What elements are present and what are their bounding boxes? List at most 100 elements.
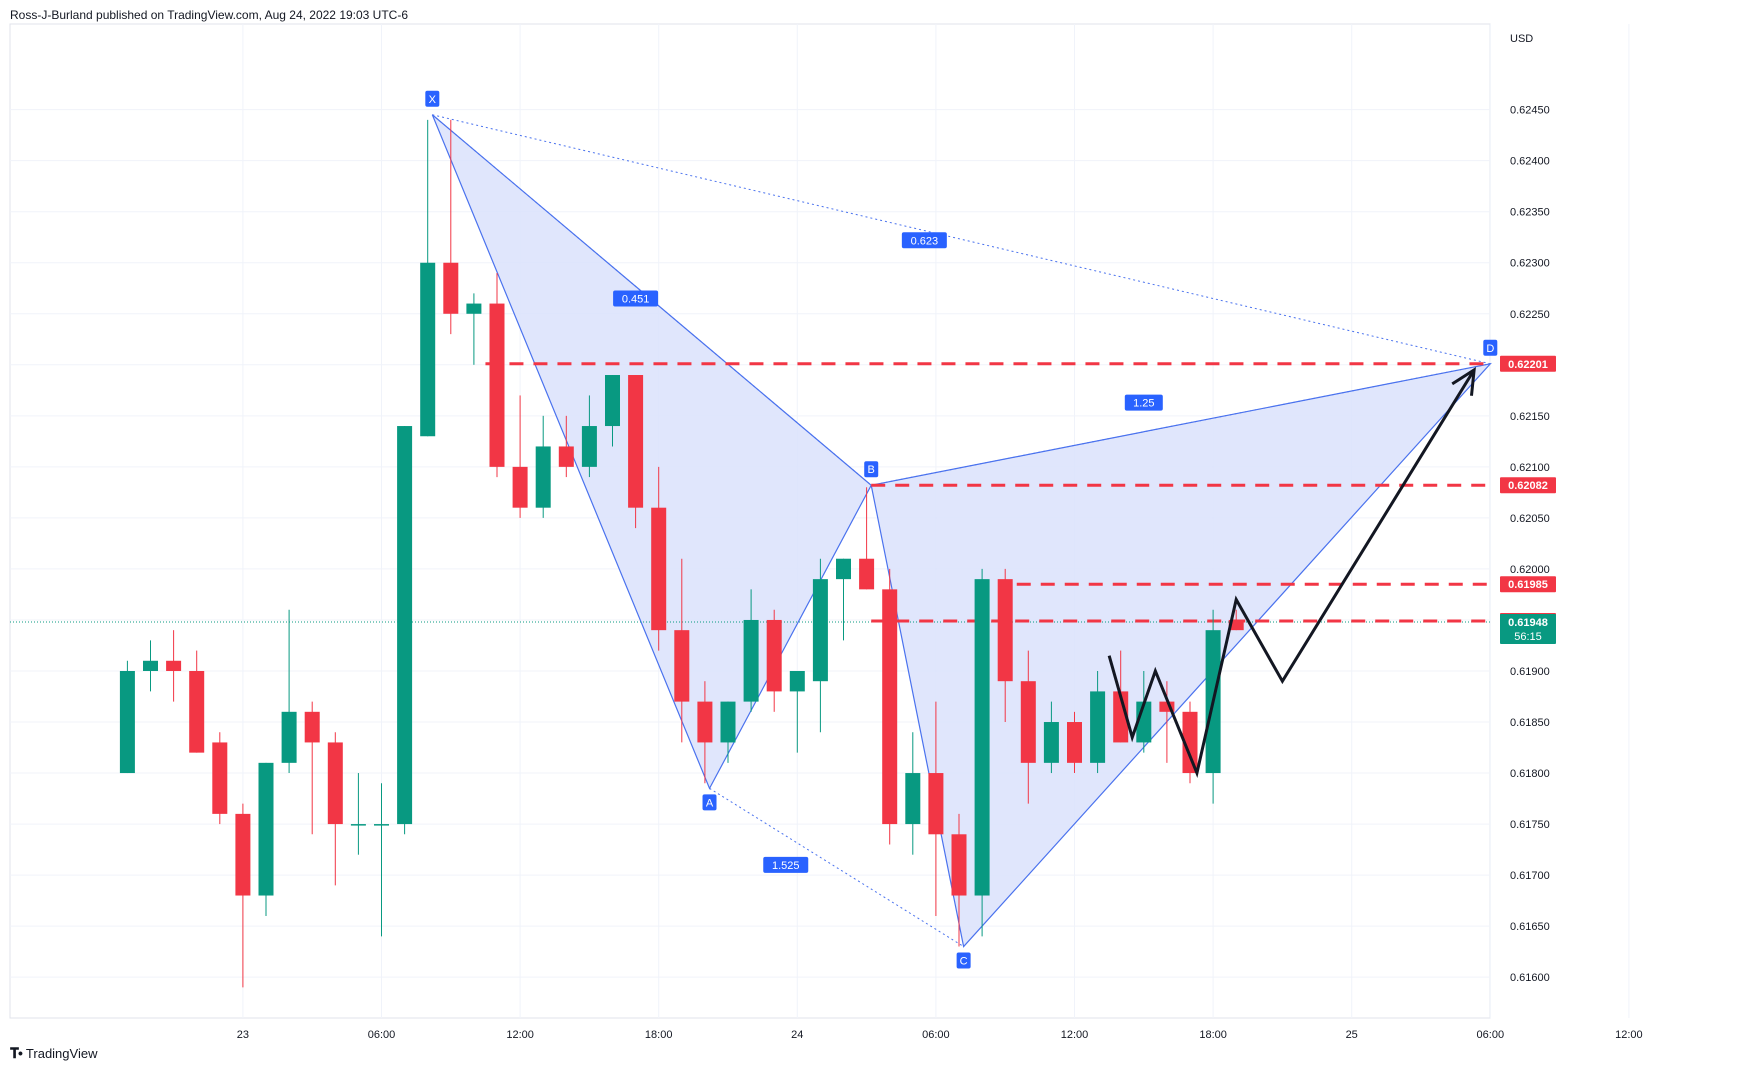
ratio-label: 0.623 (911, 235, 939, 247)
x-tick-label: 24 (791, 1029, 803, 1041)
ratio-badge (763, 856, 809, 873)
candle-body (466, 303, 482, 314)
y-tick-label: 0.62150 (1510, 411, 1550, 423)
candle-body (281, 711, 297, 763)
x-tick-label: 25 (1346, 1029, 1358, 1041)
bar-countdown-label: 56:15 (1514, 631, 1542, 643)
candle-body (974, 579, 990, 896)
candle-body (512, 466, 528, 508)
candle-body (628, 375, 644, 508)
candle-body (489, 303, 505, 467)
candle-body (581, 426, 597, 467)
tradingview-logo[interactable]: 𝐓• TradingView (10, 1045, 97, 1062)
y-tick-label: 0.61800 (1510, 768, 1550, 780)
candles (119, 119, 1244, 988)
ratio-label: 0.451 (622, 293, 650, 305)
pattern-point-label: D (1486, 343, 1494, 355)
candle-body (420, 262, 436, 437)
y-tick-label: 0.62350 (1510, 207, 1550, 219)
candle-body (189, 670, 205, 753)
x-tick-label: 18:00 (645, 1029, 673, 1041)
candle-body (1020, 681, 1036, 763)
currency-label: USD (1510, 33, 1533, 45)
candle-body (766, 619, 782, 692)
pattern-point-badge (864, 461, 879, 478)
candle-body (905, 773, 921, 825)
axes: 0.62450 0.62400 0.62350 0.62300 0.62250 0.622… (237, 33, 1643, 1041)
candle-body (119, 670, 135, 774)
y-tick-label: 0.62050 (1510, 513, 1550, 525)
candle-body (304, 711, 320, 743)
tradingview-logo-text: TradingView (25, 1046, 98, 1061)
ratio-label: 1.25 (1133, 398, 1154, 410)
candle-body (558, 446, 574, 467)
y-tick-label: 0.62250 (1510, 309, 1550, 321)
candle-body (605, 375, 620, 427)
pattern-labels: X A B C D 0.451 0.623 1.25 1.525 (425, 90, 1498, 969)
candle-body (1067, 722, 1082, 763)
ratio-line-ac (709, 787, 964, 947)
y-tick-label: 0.62300 (1510, 258, 1550, 270)
candle-body (535, 446, 551, 508)
pattern-point-label: B (868, 464, 875, 476)
level-price-tag (1500, 477, 1556, 494)
pattern-point-badge (425, 90, 440, 107)
y-tick-label: 0.62400 (1510, 156, 1550, 168)
level-price-label: 0.62201 (1508, 359, 1548, 371)
candle-body (397, 426, 413, 825)
candle-body (997, 579, 1013, 682)
candle-body (1159, 701, 1175, 712)
y-tick-label: 0.61600 (1510, 972, 1550, 984)
candle-body (697, 701, 713, 743)
pattern-point-badge (1483, 339, 1498, 356)
candle-body (443, 262, 459, 314)
x-tick-label: 12:00 (1615, 1029, 1643, 1041)
candle-body (789, 670, 805, 692)
current-price-tag (1500, 614, 1556, 644)
pattern-point-label: X (429, 94, 437, 106)
projection-arrowhead (1451, 366, 1476, 396)
candle-body (1043, 722, 1059, 763)
y-tick-label: 0.61700 (1510, 870, 1550, 882)
level-price-label: 0.61985 (1508, 579, 1548, 591)
ratio-badge (901, 232, 947, 249)
candle-body (166, 660, 182, 671)
harmonic-pattern (431, 114, 1492, 948)
ratio-badge (613, 290, 659, 307)
pattern-point-label: A (706, 797, 714, 809)
publisher-header: Ross-J-Burland published on TradingView.… (10, 8, 409, 22)
candle-body (327, 742, 343, 825)
level-price-tag (1500, 576, 1556, 593)
candle-body (812, 579, 828, 682)
y-tick-label: 0.61900 (1510, 666, 1550, 678)
current-price-label: 0.61948 (1508, 617, 1548, 629)
candle-body (882, 589, 898, 825)
y-tick-label: 0.62100 (1510, 462, 1550, 474)
x-tick-label: 23 (237, 1029, 249, 1041)
candle-body (651, 507, 667, 631)
ratio-line-xb (431, 114, 872, 486)
candle-body (951, 834, 967, 896)
candle-body (928, 773, 944, 835)
x-tick-label: 06:00 (922, 1029, 950, 1041)
pattern-point-badge (702, 794, 717, 811)
pattern-point-label: C (960, 956, 968, 968)
y-tick-label: 0.62450 (1510, 105, 1550, 117)
candle-body (374, 824, 389, 826)
candle-body (743, 619, 759, 702)
tradingview-logo-icon: 𝐓• (10, 1045, 23, 1061)
ratio-line-bd (871, 363, 1491, 486)
y-tick-label: 0.61650 (1510, 921, 1550, 933)
x-tick-label: 06:00 (368, 1029, 396, 1041)
candle-body (350, 824, 366, 826)
x-tick-label: 12:00 (1061, 1029, 1089, 1041)
candle-body (859, 558, 875, 590)
candle-body (1182, 711, 1198, 774)
level-price-label: 0.62082 (1508, 480, 1548, 492)
ratio-label: 1.525 (772, 860, 800, 872)
y-tick-label: 0.62000 (1510, 564, 1550, 576)
candle-body (836, 558, 851, 580)
candle-body (258, 762, 274, 896)
candle-body (1090, 691, 1106, 763)
